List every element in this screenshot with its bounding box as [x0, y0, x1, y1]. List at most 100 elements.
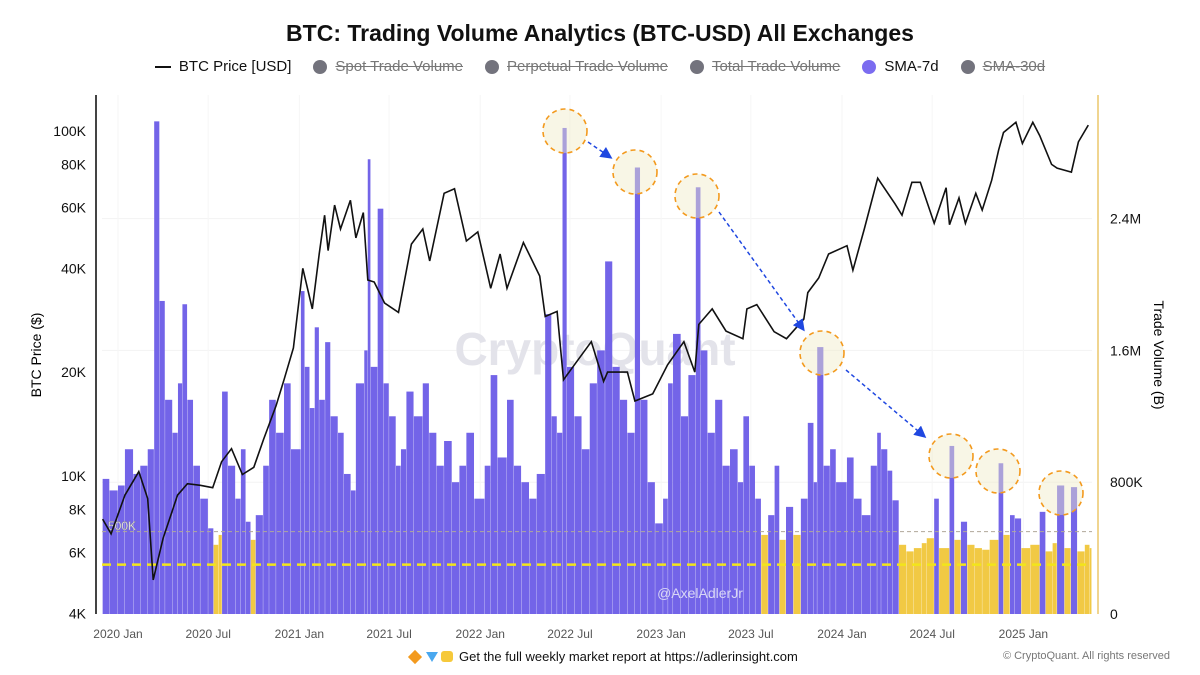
volume-bar — [627, 432, 635, 614]
volume-bar — [422, 383, 429, 614]
volume-bar — [749, 465, 755, 614]
y-right-tick-label: 0 — [1110, 606, 1118, 622]
volume-bar — [165, 399, 173, 614]
volume-bar — [228, 465, 236, 614]
legend-item-spot-volume[interactable]: Spot Trade Volume — [313, 58, 463, 75]
volume-bar — [396, 465, 401, 614]
volume-bar — [954, 539, 961, 614]
y-left-tick-label: 100K — [53, 123, 86, 139]
volume-bar — [589, 383, 597, 614]
volume-bar — [172, 432, 178, 614]
volume-bar — [949, 445, 955, 614]
volume-bar — [1045, 551, 1053, 614]
highlight-circle — [799, 330, 845, 376]
volume-bar — [861, 515, 871, 614]
volume-bar — [521, 482, 530, 614]
volume-bar — [513, 465, 522, 614]
volume-bar — [474, 498, 485, 614]
legend-item-perpetual-volume[interactable]: Perpetual Trade Volume — [485, 58, 668, 75]
volume-bar — [208, 528, 214, 614]
volume-bar — [355, 383, 364, 614]
x-tick-label: 2021 Jul — [366, 627, 411, 641]
volume-bar — [688, 375, 696, 614]
volume-bar — [737, 482, 744, 614]
volume-bar — [793, 534, 801, 614]
volume-bar — [452, 482, 460, 614]
volume-bar — [1003, 534, 1010, 614]
x-tick-label: 2023 Jan — [636, 627, 685, 641]
volume-bar — [761, 534, 768, 614]
volume-bar — [1021, 548, 1031, 614]
volume-bar — [551, 416, 557, 614]
trend-arrow — [587, 141, 613, 159]
x-tick-label: 2022 Jan — [456, 627, 505, 641]
volume-bar — [147, 449, 154, 614]
x-tick-label: 2023 Jul — [728, 627, 773, 641]
volume-bar — [218, 534, 222, 614]
volume-bar — [1077, 551, 1085, 614]
volume-bar — [330, 416, 338, 614]
volume-bar — [154, 121, 160, 614]
legend-item-sma-7d[interactable]: SMA-7d — [862, 58, 939, 75]
y-right-axis-title: Trade Volume (B) — [1151, 300, 1167, 409]
dot-swatch-icon — [485, 59, 500, 74]
volume-bar — [1014, 518, 1022, 614]
volume-bar — [557, 432, 563, 614]
volume-bar — [545, 314, 552, 614]
volume-bar — [743, 416, 750, 614]
volume-bar — [562, 127, 567, 614]
volume-bar — [974, 548, 982, 614]
volume-bar — [939, 548, 950, 614]
volume-bar — [647, 482, 655, 614]
volume-bar — [118, 485, 125, 614]
volume-bar — [926, 538, 934, 614]
volume-bar — [124, 449, 134, 614]
dot-swatch-icon — [960, 59, 975, 74]
highlight-circle — [542, 108, 588, 154]
volume-bar — [389, 416, 396, 614]
legend-label: BTC Price [USD] — [178, 58, 292, 75]
volume-bar — [960, 521, 968, 614]
dot-swatch-icon — [313, 59, 328, 74]
legend-label: Spot Trade Volume — [335, 58, 464, 75]
x-tick-label: 2021 Jan — [275, 627, 324, 641]
legend-item-sma-30d[interactable]: SMA-30d — [960, 58, 1045, 75]
volume-bar — [235, 498, 241, 614]
volume-bar — [1070, 487, 1078, 614]
volume-bar — [612, 366, 620, 614]
x-tick-label: 2024 Jul — [910, 627, 955, 641]
y-right-tick-label: 1.6M — [1110, 342, 1141, 358]
volume-bar — [823, 465, 830, 614]
legend-item-btc-price[interactable]: BTC Price [USD] — [154, 58, 292, 75]
legend-label: SMA-7d — [884, 58, 939, 75]
volume-bar — [1089, 548, 1092, 614]
legend-item-total-volume[interactable]: Total Trade Volume — [689, 58, 840, 75]
volume-bar — [967, 544, 975, 614]
volume-bar — [655, 523, 663, 614]
volume-bar — [1009, 515, 1015, 614]
volume-bar — [276, 432, 284, 614]
volume-bar — [300, 291, 305, 614]
y-left-tick-label: 8K — [69, 501, 87, 517]
x-tick-label: 2024 Jan — [817, 627, 866, 641]
volume-bar — [429, 432, 437, 614]
y-left-tick-label: 40K — [61, 260, 87, 276]
volume-bar — [182, 304, 188, 614]
volume-bar — [444, 441, 452, 614]
volume-bar — [269, 399, 276, 614]
volume-bar — [200, 498, 208, 614]
volume-bar — [325, 342, 331, 614]
volume-bar — [284, 383, 291, 614]
volume-bar — [536, 473, 545, 614]
volume-bar — [304, 366, 310, 614]
legend: BTC Price [USD] Spot Trade Volume Perpet… — [0, 58, 1200, 75]
x-tick-label: 2025 Jan — [999, 627, 1048, 641]
highlight-circle — [928, 433, 974, 479]
volume-bar — [870, 465, 877, 614]
y-left-tick-label: 4K — [69, 605, 87, 621]
volume-bar — [364, 350, 368, 614]
volume-bar — [187, 399, 194, 614]
volume-bar — [436, 465, 444, 614]
y-left-tick-label: 20K — [61, 364, 87, 380]
